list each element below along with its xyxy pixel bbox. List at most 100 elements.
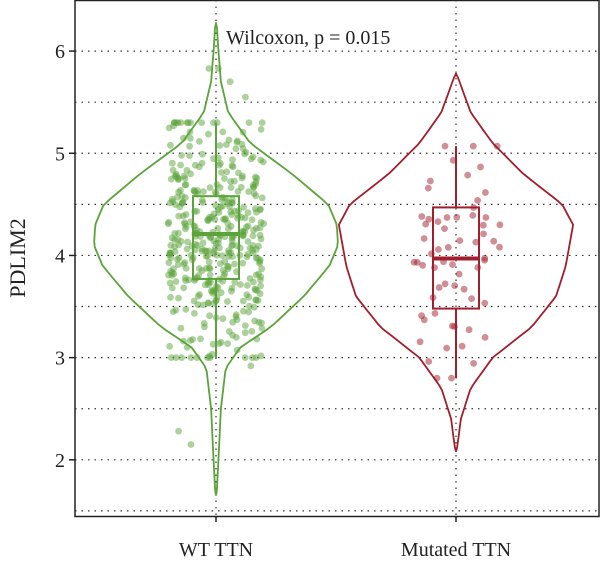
data-point [224,298,231,305]
data-point [255,318,263,326]
data-point [198,119,206,126]
data-point [168,284,176,292]
data-point [174,256,181,263]
outlier-point [205,65,213,72]
data-point [205,258,213,266]
data-point [469,142,477,150]
data-point [167,141,174,149]
data-point [231,260,238,268]
data-point [185,276,193,284]
data-point [241,354,249,361]
data-point [178,192,186,200]
data-point [256,260,263,267]
data-point [449,261,456,268]
data-point [455,270,463,278]
data-point [235,169,242,177]
data-point [416,338,424,346]
data-point [425,215,433,223]
data-point [172,306,180,314]
outlier-point [215,65,222,72]
data-point [480,230,487,238]
data-point [252,354,260,361]
data-point [458,342,466,350]
data-point [241,322,249,329]
violin-outline [337,71,575,452]
data-point [215,340,223,347]
data-point [233,334,240,341]
data-point [227,178,235,185]
data-point [258,265,266,273]
outlier-point [175,427,183,435]
data-point [218,169,225,176]
data-point [172,354,180,361]
data-point [171,248,179,256]
data-point [422,220,430,228]
data-point [252,192,260,200]
data-point [481,334,489,341]
data-point [186,142,194,150]
data-point [247,155,255,163]
data-point [427,177,434,185]
plot-frame [74,0,600,518]
data-point [204,354,211,361]
data-point [255,270,262,278]
data-point [443,344,451,352]
data-point [224,225,232,233]
data-point [433,374,441,382]
data-point [224,219,232,227]
data-point [175,175,183,183]
data-point [174,261,182,268]
data-point [493,142,501,150]
data-point [244,250,252,258]
data-point [175,229,182,237]
data-point [239,231,247,239]
data-point [181,181,189,189]
data-point [245,308,253,316]
data-point [199,301,207,309]
data-point [180,284,188,292]
data-point [258,119,266,126]
data-point [184,119,192,126]
data-point [209,340,217,348]
data-point [167,175,175,183]
data-point [434,218,442,226]
violin-layer [93,22,575,496]
data-point [468,295,475,302]
data-point [474,264,482,271]
data-point [239,145,247,152]
data-point [183,245,191,253]
x-tick-label: WT TTN [179,539,253,561]
data-point [168,159,176,167]
data-point [187,354,195,361]
data-point [228,211,236,219]
data-point [224,340,232,347]
data-point [451,282,459,289]
y-tick-label: 5 [55,143,65,165]
data-point [219,128,227,136]
data-point [209,289,216,297]
data-point [211,215,219,223]
data-point [200,320,208,327]
axes: 2 3 4 5 6 WT TTN Mutated TTN [55,41,511,561]
data-point [219,315,227,323]
data-point [448,374,455,382]
data-point [212,202,220,209]
data-point [237,281,244,288]
data-point [240,307,247,315]
data-point [191,310,198,317]
y-tick-label: 3 [55,348,65,370]
data-point [180,337,187,345]
data-point [238,174,246,182]
data-point [248,328,256,335]
data-point [245,188,253,196]
data-point [418,213,426,220]
data-point [482,189,489,196]
data-point [257,125,265,133]
outlier-point [226,78,234,86]
data-point [179,198,187,206]
data-point [227,184,235,192]
data-point [449,156,457,164]
data-point [425,358,433,365]
data-point [241,329,249,337]
data-point [496,221,504,229]
